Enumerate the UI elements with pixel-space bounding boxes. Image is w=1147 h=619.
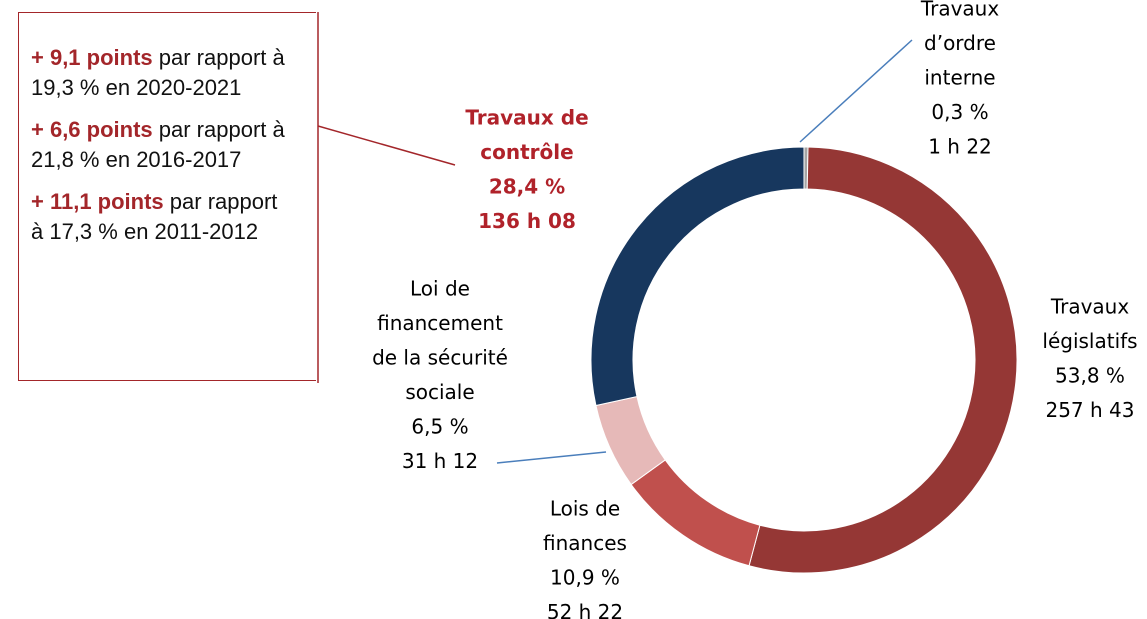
leader-line bbox=[496, 451, 607, 464]
annotation-box: + 9,1 points par rapport à 19,3 % en 202… bbox=[18, 12, 316, 381]
slice-label: de la sécurité bbox=[372, 346, 508, 370]
slice-label: Lois de bbox=[550, 497, 620, 521]
leader-line bbox=[799, 39, 913, 143]
value-label: 10,9 % bbox=[550, 566, 620, 590]
value-label: 6,5 % bbox=[411, 415, 468, 439]
slice-label: d’ordre bbox=[924, 31, 996, 55]
annotation-text: par rapport à 21,8 % en 2016-2017 bbox=[31, 117, 285, 172]
slice bbox=[590, 146, 805, 407]
connector bbox=[317, 125, 456, 166]
annotation: + 6,6 points par rapport à 21,8 % en 201… bbox=[31, 115, 291, 175]
slice-label: Travaux bbox=[1050, 295, 1130, 319]
annotation-text: par rapport à 17,3 % en 2011-2012 bbox=[31, 189, 278, 244]
annotation-bold: + 6,6 points bbox=[31, 117, 153, 142]
annotation: + 11,1 points par rapport à 17,3 % en 20… bbox=[31, 187, 291, 247]
slice-label: Loi de bbox=[410, 277, 470, 301]
slice-label: interne bbox=[924, 66, 995, 90]
annotation: + 9,1 points par rapport à 19,3 % en 202… bbox=[31, 43, 291, 103]
duration-label: 52 h 22 bbox=[547, 600, 623, 619]
duration-label: 136 h 08 bbox=[478, 209, 576, 233]
slice-label: finances bbox=[543, 531, 627, 555]
annotation-text: par rapport à 19,3 % en 2020-2021 bbox=[31, 45, 285, 100]
slice bbox=[748, 146, 1018, 574]
slice-label: législatifs bbox=[1042, 329, 1137, 353]
slice-label: sociale bbox=[405, 380, 474, 404]
slice bbox=[630, 459, 761, 567]
annotation-bold: + 9,1 points bbox=[31, 45, 153, 70]
annotation-bold: + 11,1 points bbox=[31, 189, 164, 214]
value-label: 53,8 % bbox=[1055, 364, 1125, 388]
duration-label: 257 h 43 bbox=[1045, 398, 1134, 422]
slice-label: Travaux de bbox=[465, 106, 588, 130]
value-label: 28,4 % bbox=[489, 175, 565, 199]
slice-label: contrôle bbox=[480, 140, 573, 164]
duration-label: 1 h 22 bbox=[928, 135, 992, 159]
duration-label: 31 h 12 bbox=[402, 449, 478, 473]
slice-label: financement bbox=[377, 311, 503, 335]
value-label: 0,3 % bbox=[931, 100, 988, 124]
slice-label: Travaux bbox=[920, 0, 1000, 21]
